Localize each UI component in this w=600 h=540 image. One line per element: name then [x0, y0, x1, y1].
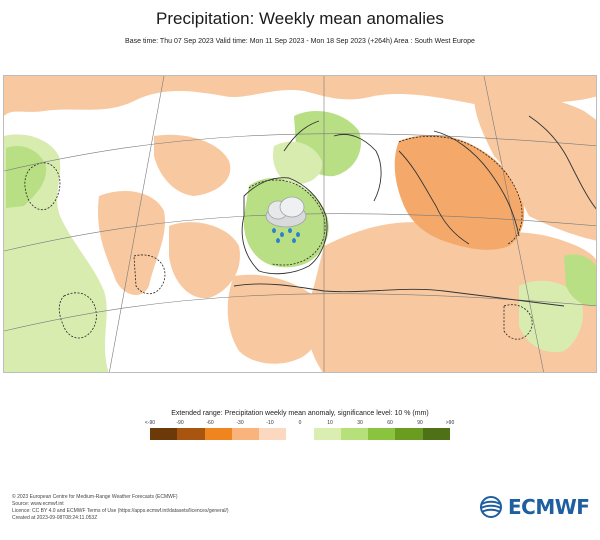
mid-atlantic-dry-patch [97, 191, 166, 296]
legend-swatch [313, 428, 341, 440]
legend-swatch [340, 428, 369, 440]
legend-swatch [231, 428, 260, 440]
atlantic-wet-south [4, 252, 84, 372]
north-wet-light [272, 141, 323, 185]
forecast-subtitle: Base time: Thu 07 Sep 2023 Valid time: M… [125, 38, 475, 45]
legend-tick-label: <-90 [144, 420, 156, 426]
legend-tick-label: -90 [176, 420, 184, 426]
footer-source: Source: www.ecmwf.int [12, 501, 64, 507]
legend-swatch [368, 428, 396, 440]
anomaly-map [3, 75, 597, 373]
legend-tick-label: 90 [417, 420, 423, 426]
legend-tick-label: >90 [445, 420, 455, 426]
ecmwf-logo: ECMWF [478, 495, 590, 519]
legend-tick-label: -30 [236, 420, 244, 426]
legend-swatch [286, 428, 314, 440]
graticule [4, 76, 596, 372]
legend-tick-label: 30 [357, 420, 363, 426]
legend-title: Extended range: Precipitation weekly mea… [171, 410, 429, 417]
ecmwf-logo-text: ECMWF [508, 495, 590, 519]
africa-dry-area [227, 274, 323, 364]
west-iberia-dry-patch [169, 222, 240, 299]
east-dry-area [474, 94, 596, 241]
legend-swatch [150, 428, 178, 440]
legend-swatch [177, 428, 205, 440]
legend-tick-label: 60 [387, 420, 393, 426]
rain-cloud-icon [265, 196, 307, 243]
legend-colorbar [150, 428, 450, 440]
southeast-wet-core [564, 254, 596, 307]
southeast-wet-patch [519, 280, 584, 353]
legend-tick-label: -10 [266, 420, 274, 426]
legend-tick-label: 10 [327, 420, 333, 426]
legend-swatch [204, 428, 232, 440]
atlantic-wet-core [6, 146, 47, 208]
legend-swatch [259, 428, 287, 440]
italy-balkans-dry-core [394, 134, 525, 250]
biscay-dry-patch [154, 134, 231, 196]
legend-swatch [395, 428, 423, 440]
legend-swatch [422, 428, 450, 440]
north-dry-area [4, 76, 596, 116]
page-title: Precipitation: Weekly mean anomalies [156, 9, 444, 28]
footer-licence: Licence: CC BY 4.0 and ECMWF Terms of Us… [12, 508, 229, 514]
legend-tick-label: -60 [206, 420, 214, 426]
ecmwf-logo-icon [480, 496, 502, 518]
legend-tick-label: 0 [298, 420, 302, 426]
footer-created: Created at 2023-09-08T08:24:11.053Z [12, 515, 98, 521]
coastlines [233, 115, 596, 307]
legend-ticks: <-90 -90 -60 -30 -10 0 10 30 60 90 >90 [145, 420, 454, 428]
footer-copyright: © 2023 European Centre for Medium-Range … [12, 494, 178, 500]
footer-credits: © 2023 European Centre for Medium-Range … [12, 494, 229, 522]
map-canvas [4, 76, 596, 372]
